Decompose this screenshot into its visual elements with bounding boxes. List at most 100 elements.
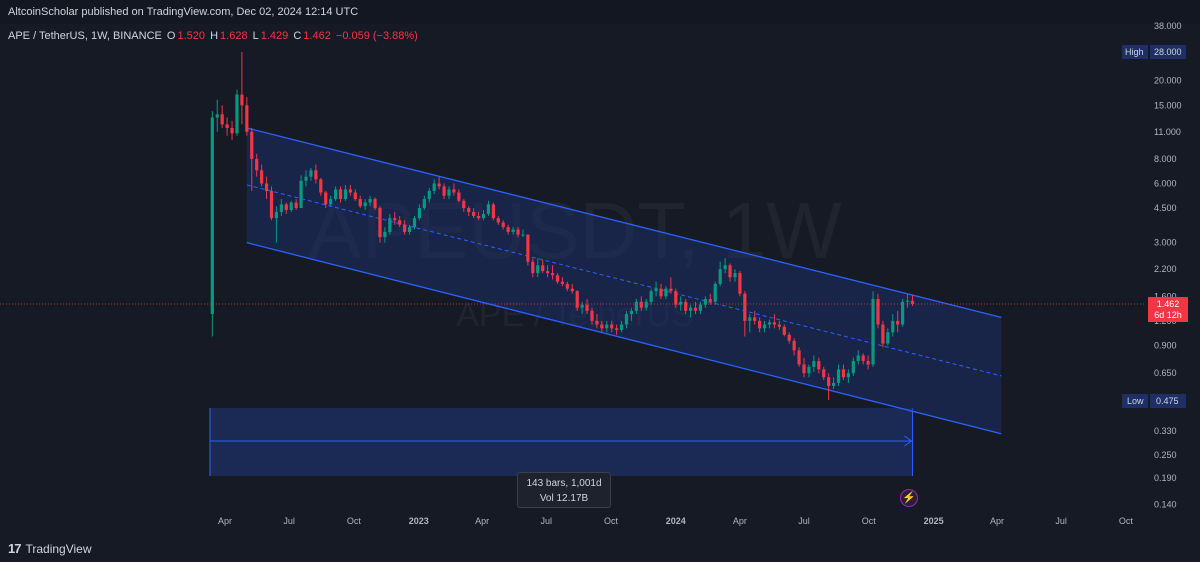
candle-body [777,324,781,327]
candle [733,269,737,282]
last-price-badge-value: 1.462 [1157,299,1180,309]
candle-body [886,332,890,344]
channel-fill [246,127,1002,434]
channel-lower-line [246,242,1002,435]
candle-body [905,300,910,302]
symbol-legend[interactable]: APE / TetherUS, 1W, BINANCE O 1.520 H 1.62… [8,30,420,42]
parallel-channel[interactable] [246,127,1002,435]
candle-body [383,231,387,238]
candle-body [245,105,249,132]
candle-body [274,211,279,219]
candle-body [358,199,362,207]
candle-body [496,218,500,223]
high-label: H [210,30,219,42]
date-range-measure[interactable] [209,408,913,476]
candle-body [570,288,574,292]
candle-body [600,324,604,329]
candle-body [664,288,668,297]
price-axis[interactable]: 38.000 20.000 15.000 11.000 8.000 6.000 4.500 3… [1154,21,1182,509]
candle-body [901,301,905,325]
candle-body [546,271,550,274]
candle-body [605,324,609,329]
candle-body [260,170,264,184]
time-tick-label: Apr [990,516,1004,526]
low-badge-label: Low [1127,396,1144,406]
candle-body [467,208,471,212]
measure-info-box: 143 bars, 1,001d Vol 12.17B [517,472,611,508]
price-tick-label: 0.250 [1154,450,1177,460]
candle [314,164,318,184]
candle [831,377,836,390]
candle-body [831,382,836,386]
candle [550,265,555,280]
time-axis[interactable]: Apr Jul Oct 2023 Apr Jul Oct 2024 Apr Jul Oct 2025 A… [218,516,1133,526]
candle-body [629,310,634,315]
candle [743,291,747,337]
time-tick-label: Jul [798,516,810,526]
candle-body [516,229,520,235]
candle-body [615,328,619,330]
candle [748,314,752,333]
candle [817,357,821,374]
candle [531,258,535,278]
candle-body [506,227,510,232]
low-label: L [252,30,259,42]
candle-body [619,324,624,330]
tradingview-logo[interactable]: 17 TradingView [8,541,92,556]
candle [546,265,550,278]
candle-body [501,222,505,228]
candle-body [511,229,515,232]
candle [654,281,658,297]
candle [541,259,545,274]
measure-volume: Vol 12.17B [539,493,589,504]
candle-body [758,320,762,329]
candle-body [792,340,796,351]
candle-body [723,265,727,270]
candle [881,320,885,348]
candle-body [743,293,747,321]
candle [432,179,436,195]
candle-body [225,124,229,128]
candle [343,184,348,201]
lightning-icon[interactable]: ⚡ [900,489,918,507]
candle [442,183,446,200]
candle-body [294,202,298,209]
time-tick-label: Apr [218,516,232,526]
candle-body [299,180,303,209]
candle-body [235,94,239,134]
candle-body [733,273,737,278]
candle [462,199,466,212]
candle [245,97,249,136]
candle [412,216,417,230]
last-price-badge-bg [1148,297,1188,322]
channel-midline [246,184,1002,377]
candle-body [748,317,752,321]
candle [866,355,870,370]
candle [501,220,505,230]
price-tick-label: 20.000 [1154,76,1182,86]
candle [319,177,323,196]
price-tick-label: 0.140 [1154,499,1177,509]
last-price-countdown: 6d 12h [1154,310,1182,320]
candle-body [565,283,569,289]
time-tick-label: Apr [733,516,747,526]
candle-body [812,361,816,367]
candle-body [264,183,269,191]
candle-body [309,170,313,177]
time-tick-label: 2025 [924,516,944,526]
candle [260,164,264,187]
candle-body [447,189,451,196]
candle-body [634,301,638,311]
candle [481,209,486,221]
candle [250,127,254,191]
candle-body [713,283,717,302]
candle-body [910,300,915,305]
candle [555,273,560,284]
candle-body [432,183,436,191]
candle-body [876,299,880,325]
candle [876,293,880,329]
symbol-description[interactable]: APE / TetherUS, 1W, BINANCE [8,30,162,42]
candle [417,204,422,221]
candle-body [674,291,678,305]
